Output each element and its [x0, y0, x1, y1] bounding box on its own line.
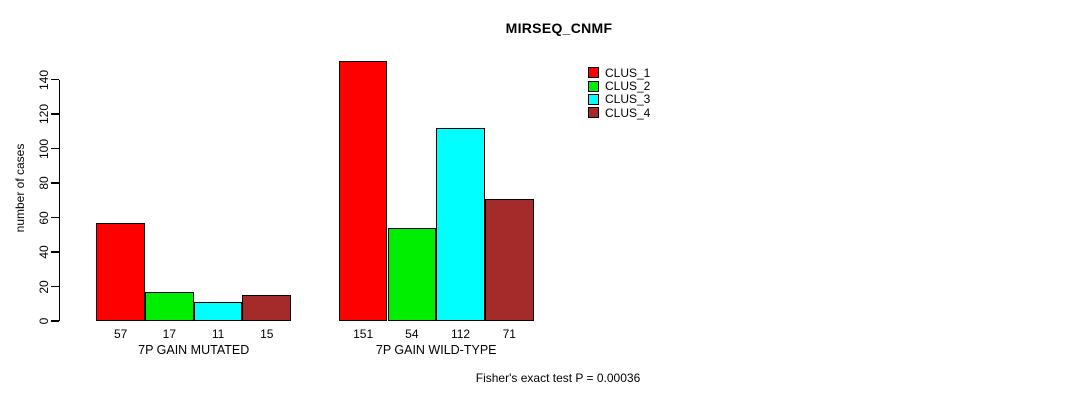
legend-item: CLUS_1	[588, 65, 651, 80]
y-axis-line	[59, 79, 61, 321]
bar-value-label: 54	[405, 327, 419, 341]
y-tick	[51, 251, 59, 253]
y-tick-label: 60	[37, 210, 51, 225]
legend-item: CLUS_3	[588, 92, 651, 107]
bar-value-label: 151	[353, 327, 374, 341]
bar	[436, 127, 485, 321]
stat-annotation: Fisher's exact test P = 0.00036	[475, 371, 641, 385]
y-tick	[51, 182, 59, 184]
bar	[338, 60, 388, 321]
y-tick	[51, 216, 59, 219]
y-tick-label: 140	[37, 69, 51, 90]
bar	[242, 295, 292, 321]
y-tick-label: 120	[37, 103, 51, 125]
y-tick-label: 100	[37, 138, 51, 159]
y-tick-label: 0	[37, 317, 51, 325]
bar	[193, 302, 243, 321]
y-tick-label: 20	[37, 279, 51, 294]
legend-swatch	[588, 93, 599, 105]
legend-item: CLUS_2	[588, 79, 651, 94]
legend-swatch	[588, 80, 599, 92]
bar	[387, 227, 437, 321]
y-tick	[51, 113, 59, 115]
bar-value-label: 17	[162, 327, 177, 341]
y-tick	[51, 285, 59, 288]
x-group-label: 7P GAIN WILD-TYPE	[375, 343, 497, 357]
legend-label: CLUS_4	[605, 105, 651, 120]
legend: CLUS_1 CLUS_2 CLUS_3 CLUS_4	[588, 66, 650, 120]
y-tick	[51, 78, 59, 81]
bar-value-label: 71	[502, 327, 516, 341]
x-group-label: 7P GAIN MUTATED	[138, 343, 250, 357]
legend-label: CLUS_1	[605, 65, 651, 80]
bar	[96, 222, 145, 321]
chart-title: MIRSEQ_CNMF	[505, 20, 613, 36]
bar-value-label: 15	[260, 327, 274, 341]
y-tick-label: 40	[37, 245, 51, 259]
y-tick-label: 80	[37, 176, 51, 190]
legend-label: CLUS_2	[605, 79, 651, 94]
bar	[484, 198, 534, 321]
bar-value-label: 11	[211, 327, 225, 341]
legend-item: CLUS_4	[588, 105, 651, 120]
y-tick	[51, 320, 59, 322]
bar-value-label: 57	[113, 327, 128, 341]
y-tick	[51, 147, 59, 150]
legend-label: CLUS_3	[605, 92, 651, 107]
legend-swatch	[588, 107, 599, 119]
legend-swatch	[588, 67, 599, 79]
bar	[145, 291, 194, 321]
bar-value-label: 112	[450, 327, 471, 341]
